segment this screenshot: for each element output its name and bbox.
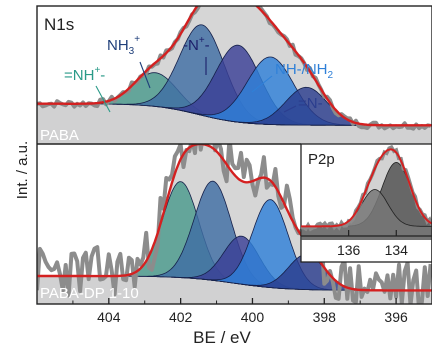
panel-label-n1s: N1s xyxy=(44,15,74,34)
peak-label-sup: + xyxy=(94,65,100,76)
inset-tick-label-136: 136 xyxy=(337,242,361,258)
peak-leader-5 xyxy=(283,105,297,113)
peak-leader-4 xyxy=(251,75,273,93)
peak-label-2: NH3+ xyxy=(107,34,140,57)
peak-label-sup: + xyxy=(134,34,140,45)
peak-label-sub: 3 xyxy=(129,46,135,57)
pabadp-component-peak-5 xyxy=(235,254,378,291)
y-axis-label: Int. / a.u. xyxy=(14,141,31,199)
panel-paba-dp: PABA-DP 1-10 xyxy=(37,144,432,304)
tick-label-404: 404 xyxy=(97,309,121,325)
peak-labels: =NH+-NH3+ -N+-NH-/NH2=N- xyxy=(64,34,334,113)
inset-label-p2p: P2p xyxy=(308,151,335,168)
n1s-envelope-line xyxy=(37,6,432,127)
n1s-fit-layers xyxy=(37,6,432,144)
p2p-envelope-line xyxy=(301,148,432,228)
inset-tick-label-134: 134 xyxy=(385,242,409,258)
peak-leader-2 xyxy=(139,61,151,89)
inset-x-ticks: 136 134 xyxy=(301,230,432,258)
sample-label-paba: PABA xyxy=(40,127,79,144)
peak-label-3: -N+- xyxy=(183,35,210,54)
n1s-component-peak-5 xyxy=(223,86,389,126)
tick-label-398: 398 xyxy=(313,309,337,325)
peak-label-sup: + xyxy=(199,35,205,46)
peak-leader-1 xyxy=(95,85,111,113)
p2p-fit-layers xyxy=(301,144,432,240)
panel-n1s: N1s PABA =NH+-NH3+ -N+-NH-/NH2=N- xyxy=(37,6,432,144)
plot-frame xyxy=(36,5,432,305)
inset-p2p: P2p 136 134 xyxy=(300,143,432,263)
sample-label-paba-dp: PABA-DP 1-10 xyxy=(40,285,139,302)
peak-label-1: =NH+- xyxy=(64,65,105,84)
peak-label-main: NH xyxy=(107,37,129,54)
peak-label-main: NH-/NH xyxy=(275,61,328,78)
main-x-ticks: 404 402 400 398 396 xyxy=(72,298,432,325)
pabadp-envelope-line xyxy=(37,144,432,292)
peak-label-sub: 2 xyxy=(328,70,334,81)
peak-label-main: =N- xyxy=(298,95,323,112)
peak-label-main: =NH xyxy=(64,67,94,84)
tick-label-402: 402 xyxy=(169,309,193,325)
tick-label-400: 400 xyxy=(241,309,265,325)
peak-label-main: -N xyxy=(183,37,199,54)
peak-label-tail: - xyxy=(205,37,210,54)
peak-label-5: =N- xyxy=(298,95,323,112)
paba-dp-fit-layers xyxy=(37,144,432,304)
peak-label-4: NH-/NH2 xyxy=(275,61,334,81)
pabadp-envelope-fill xyxy=(37,144,432,304)
x-axis-label: BE / eV xyxy=(193,328,251,345)
tick-label-396: 396 xyxy=(384,309,408,325)
peak-label-tail: - xyxy=(100,67,105,84)
